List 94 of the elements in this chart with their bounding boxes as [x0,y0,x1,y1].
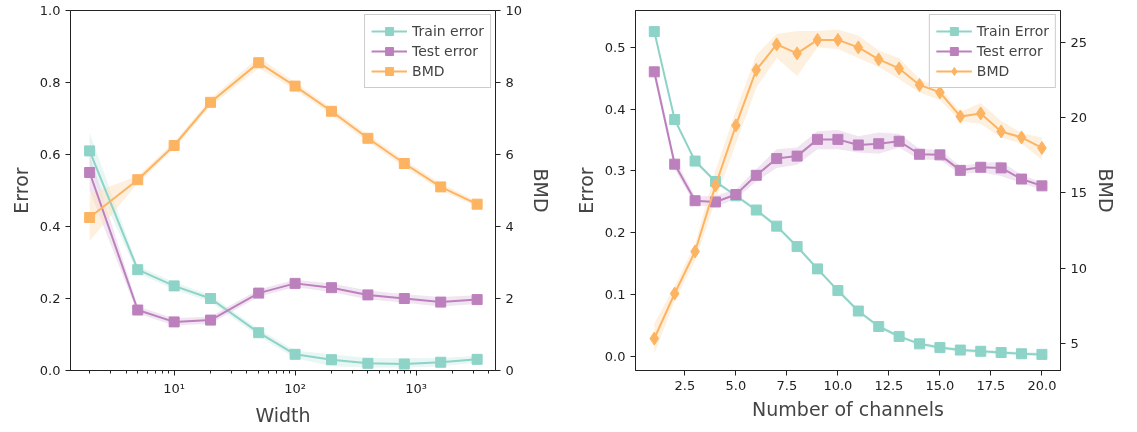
y2-tick-label: 10 [1070,260,1088,276]
legend-label: Test error [412,43,478,59]
x-tick-label: 10¹ [163,380,186,396]
y-tick-label: 0.3 [604,163,626,179]
legend-label: BMD [412,63,445,79]
y2-tick-label: 8 [505,75,514,90]
y-axis-title: Error [9,167,32,214]
point [893,330,905,342]
y-tick-label: 0.2 [39,291,61,306]
x-tick-label: 12.5 [874,377,904,393]
y-tick-label: 0.2 [604,225,626,241]
y-tick-label: 0.8 [39,75,61,90]
x-tick-label: 17.5 [976,377,1006,393]
point [975,345,987,357]
x-tick-label: 10² [284,380,306,396]
point [771,153,783,165]
point [853,40,864,55]
point [995,347,1007,359]
point [914,338,926,350]
point [649,331,660,346]
y-tick-label: 0.1 [604,287,626,303]
point [955,109,966,124]
point [873,321,885,333]
y2-tick-label: 4 [505,219,514,234]
y-axis-title: Error [574,167,597,214]
point [934,149,946,161]
point [975,161,987,173]
point [771,220,783,232]
point [852,305,864,317]
point [832,133,844,145]
legend-label: Test error [976,43,1043,59]
point [812,263,823,275]
y-tick-label: 0.5 [604,39,626,55]
point [914,148,926,160]
point [1016,130,1027,145]
point [750,169,762,181]
y-tick-label: 0.0 [39,363,61,378]
point [914,77,925,92]
x-tick-label: 10³ [405,380,427,396]
x-tick-label: 20.0 [1027,377,1057,393]
point [812,133,823,145]
y2-tick-label: 20 [1070,110,1088,126]
y2-tick-label: 15 [1070,185,1088,201]
point [954,164,966,176]
point [1016,348,1028,360]
point [995,162,1007,174]
x-axis-title: Width [255,403,311,426]
legend-label: BMD [976,63,1010,79]
y-tick-label: 0.4 [39,219,61,234]
y-tick-label: 0.6 [39,147,61,162]
x-tick-label: 7.5 [776,377,798,393]
point [954,344,966,356]
y2-axis-title: BMD [530,168,553,213]
y2-tick-label: 10 [505,3,523,18]
point [1016,173,1028,185]
point [669,286,680,301]
point [852,139,864,151]
point [812,32,823,47]
y2-axis-title: BMD [1095,168,1118,213]
point [689,155,701,167]
point [934,342,946,354]
x-tick-label: 15.0 [925,377,955,393]
y2-tick-label: 25 [1070,35,1088,51]
y2-tick-label: 5 [1070,335,1079,351]
x-tick-label: 5.0 [725,377,747,393]
point [669,158,681,170]
point [648,66,660,78]
point [975,106,986,121]
point [791,150,803,162]
point [648,26,660,38]
y-tick-label: 0.0 [604,349,626,365]
point [751,62,762,77]
x-tick-label: 10.0 [823,377,853,393]
x-tick-label: 2.5 [674,377,696,393]
y-tick-label: 0.4 [604,101,626,117]
point [873,52,884,67]
point [710,178,721,193]
point [669,114,681,126]
point [893,135,905,147]
legend-label: Train error [412,23,484,39]
point [1036,180,1048,192]
legend-label: Train Error [976,23,1049,39]
point [771,37,782,52]
point [873,138,885,150]
y2-tick-label: 6 [505,147,514,162]
point [791,241,803,253]
y-tick-label: 1.0 [39,3,61,18]
y2-tick-label: 0 [505,363,514,378]
y2-tick-label: 2 [505,291,514,306]
point [1036,348,1048,360]
x-axis-title: Number of channels [752,397,944,420]
point [689,195,701,207]
point [750,204,762,216]
point [832,285,844,297]
